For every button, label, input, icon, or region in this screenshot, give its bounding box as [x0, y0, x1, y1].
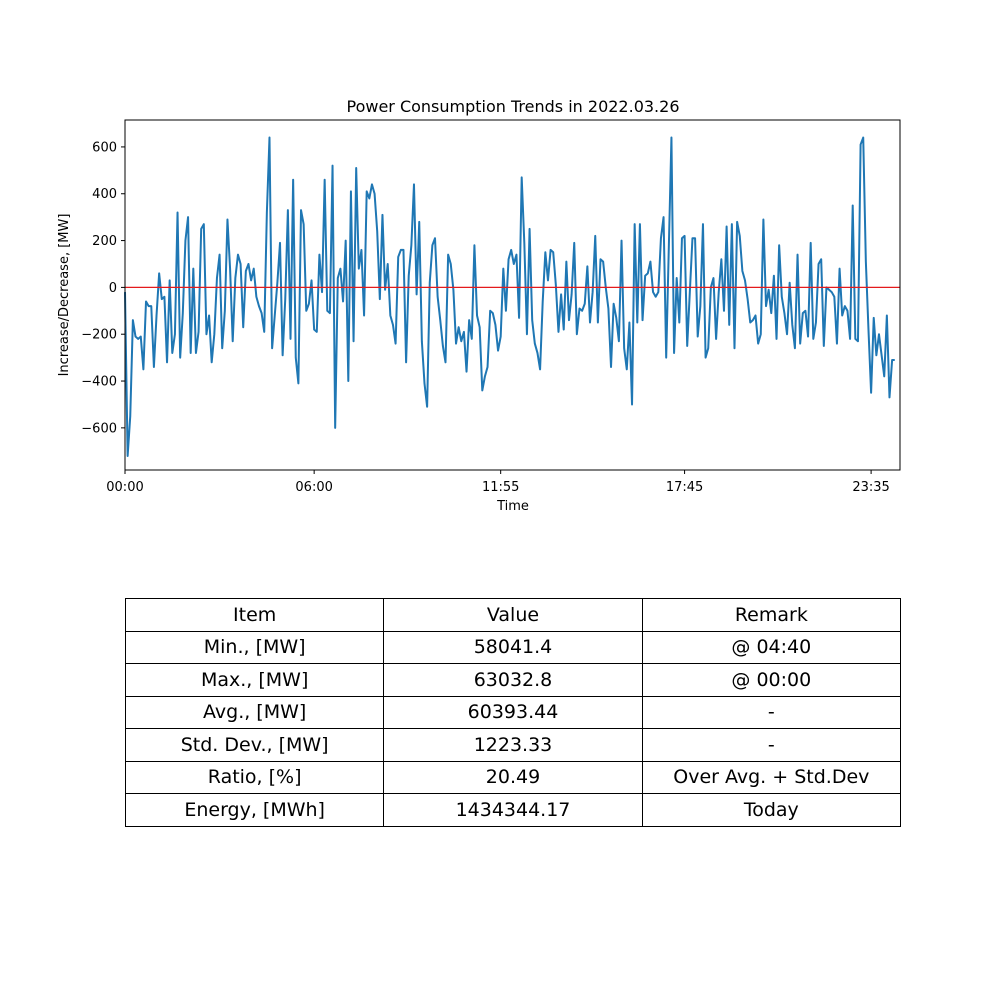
table-cell: Ratio, [%]: [124, 760, 385, 794]
y-tick-label: −200: [81, 328, 117, 343]
table-cell: 63032.8: [383, 663, 643, 697]
x-tick-label: 17:45: [666, 480, 703, 495]
stats-table: Item Value Remark Min., [MW] 58041.4 @ 04:40 M…: [124, 598, 902, 827]
plot-frame: [124, 119, 901, 471]
plot-area: −600 −400 −200 0 200 400 600 00:00 06:00 11:55 17:…: [81, 119, 901, 495]
stats-table-body: Item Value Remark Min., [MW] 58041.4 @ 04:40 M…: [124, 598, 902, 827]
x-tick-label: 00:00: [106, 480, 143, 495]
table-cell: 1434344.17: [383, 793, 643, 827]
table-cell: -: [641, 695, 902, 729]
table-cell: Avg., [MW]: [124, 695, 385, 729]
table-cell: @ 00:00: [641, 663, 902, 697]
table-header-row: Item Value Remark: [124, 598, 902, 632]
table-cell: Over Avg. + Std.Dev: [641, 760, 902, 794]
table-cell: -: [641, 728, 902, 762]
x-tick-label: 11:55: [482, 480, 519, 495]
table-cell: 58041.4: [383, 630, 643, 664]
table-cell: Energy, [MWh]: [124, 793, 385, 827]
table-row: Energy, [MWh] 1434344.17 Today: [124, 793, 902, 827]
table-row: Min., [MW] 58041.4 @ 04:40: [124, 630, 902, 664]
x-axis-label: Time: [496, 499, 529, 514]
table-cell: @ 04:40: [641, 630, 902, 664]
y-tick-label: 200: [92, 234, 117, 249]
chart: Power Consumption Trends in 2022.03.26 −…: [57, 97, 901, 514]
y-tick-label: 600: [92, 140, 117, 155]
table-cell: Min., [MW]: [124, 630, 385, 664]
table-header-cell: Value: [383, 598, 643, 632]
y-tick-label: 0: [109, 281, 117, 296]
x-tick-label: 23:35: [852, 480, 889, 495]
y-tick-label: −400: [81, 375, 117, 390]
table-cell: 1223.33: [383, 728, 643, 762]
y-axis-label: Increase/Decrease, [MW]: [57, 214, 72, 377]
y-tick-label: −600: [81, 421, 117, 436]
y-tick-label: 400: [92, 187, 117, 202]
table-row: Max., [MW] 63032.8 @ 00:00: [124, 663, 902, 697]
table-row: Std. Dev., [MW] 1223.33-: [124, 728, 902, 762]
series-line-1: [124, 136, 895, 457]
x-tick-label: 06:00: [295, 480, 332, 495]
chart-title: Power Consumption Trends in 2022.03.26: [346, 97, 679, 116]
table-cell: Std. Dev., [MW]: [124, 728, 385, 762]
table-cell: 60393.44: [383, 695, 643, 729]
table-cell: 20.49: [383, 760, 643, 794]
table-header-cell: Remark: [641, 598, 902, 632]
table-cell: Today: [641, 793, 902, 827]
table-cell: Max., [MW]: [124, 663, 385, 697]
table-row: Ratio, [%] 20.49 Over Avg. + Std.Dev: [124, 760, 902, 794]
table-header-cell: Item: [124, 598, 385, 632]
table-row: Avg., [MW] 60393.44-: [124, 695, 902, 729]
